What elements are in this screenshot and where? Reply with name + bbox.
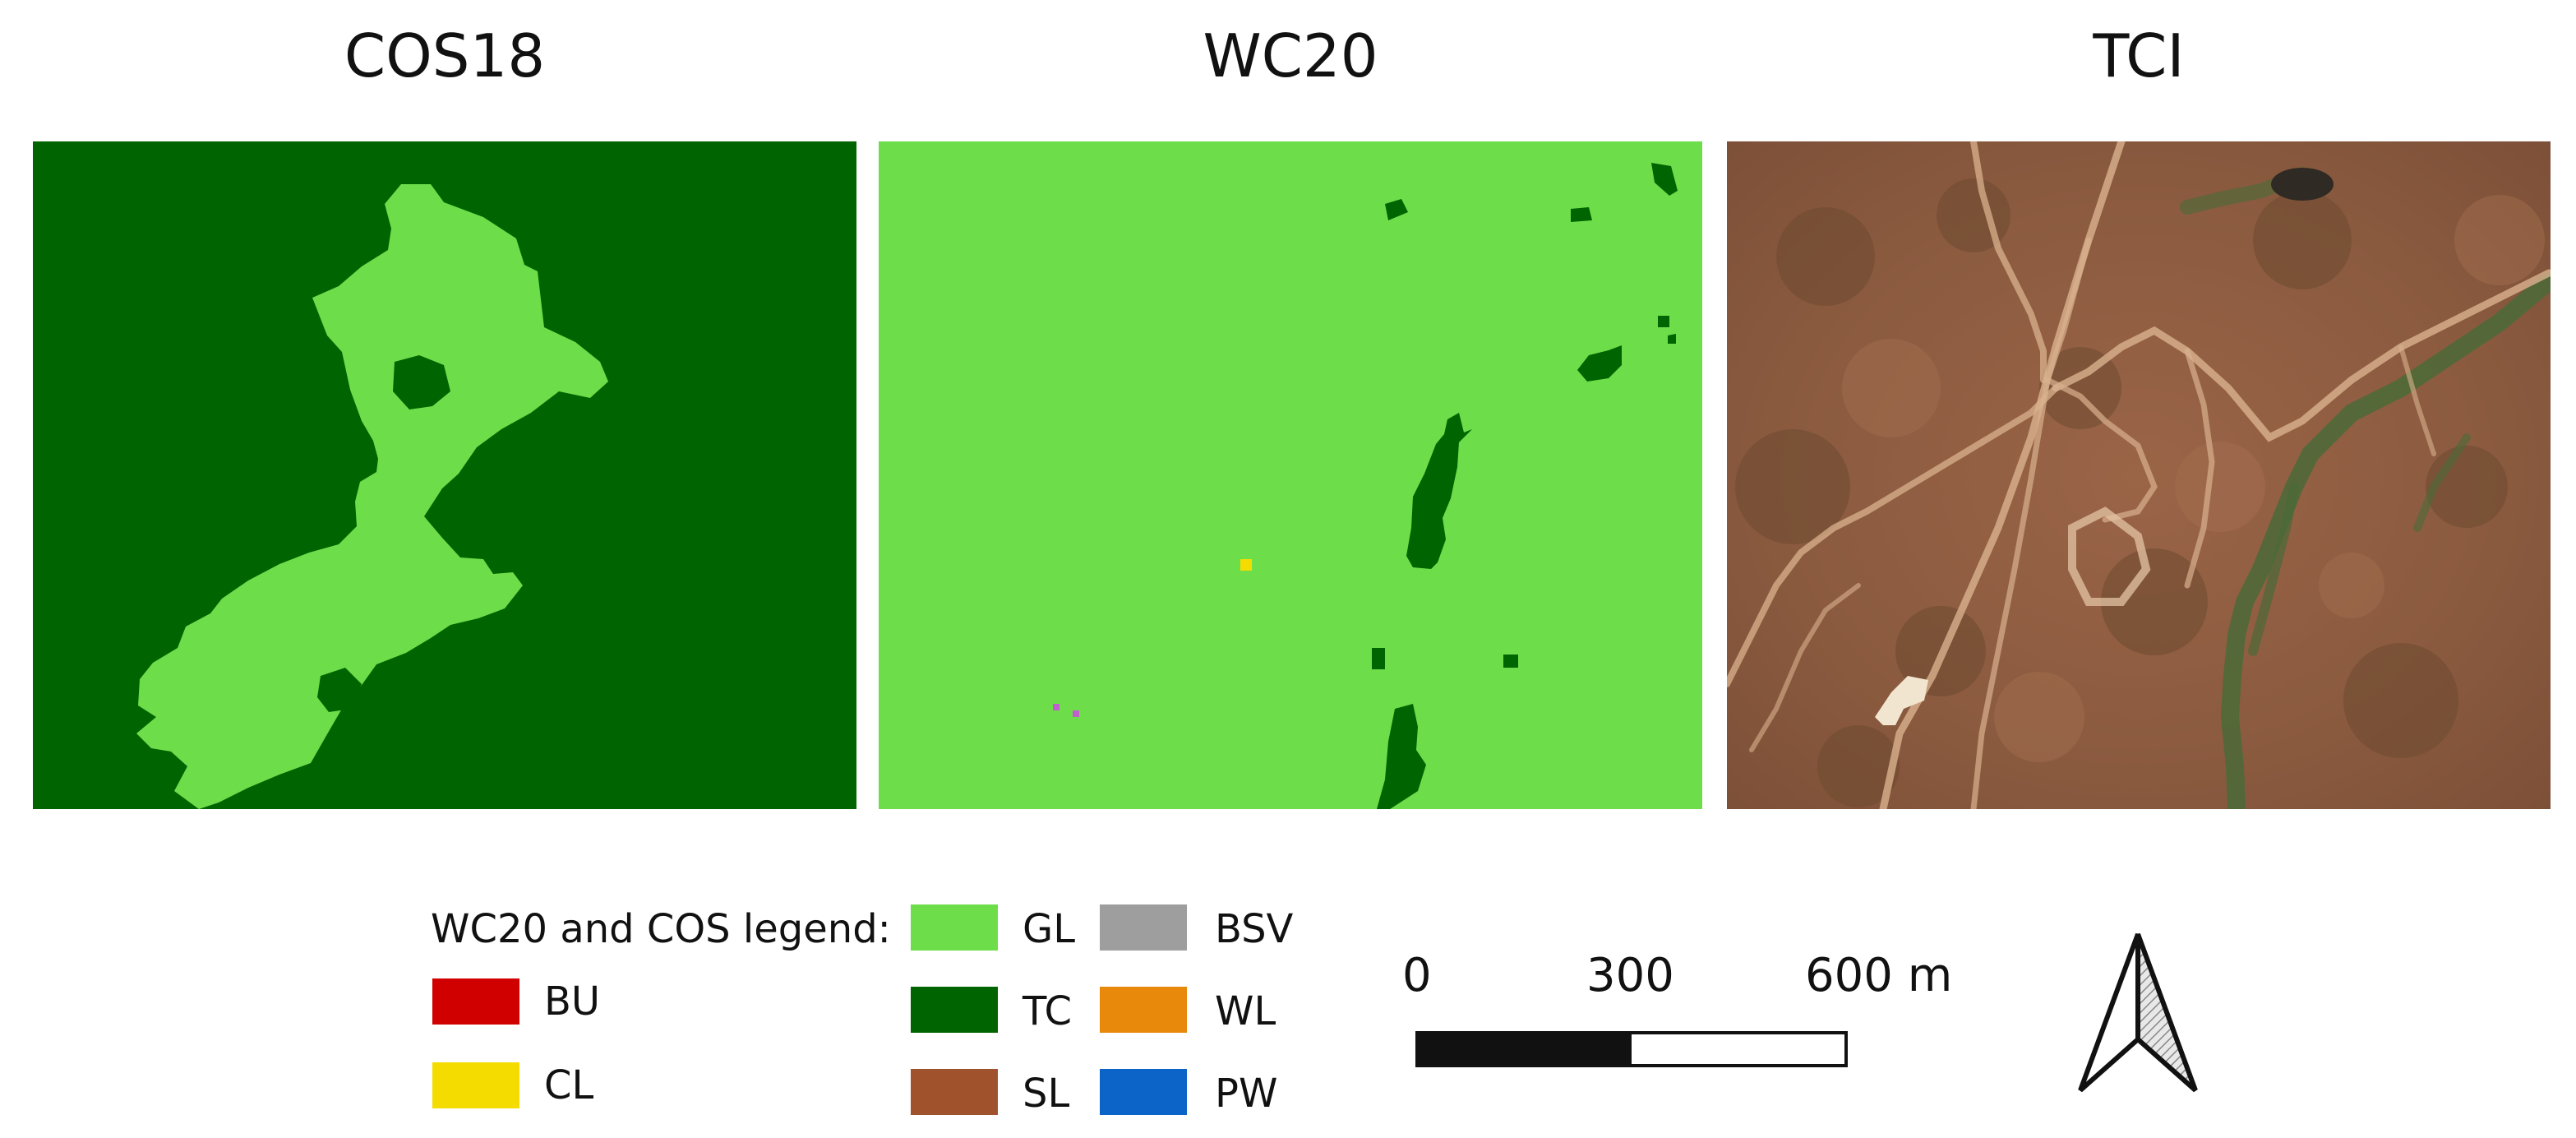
wc20-tree-cover-patches (1372, 163, 1678, 809)
cos18-grassland-patch (136, 184, 608, 809)
legend-swatch-cl (432, 1062, 519, 1108)
tci-tracks (1727, 141, 2551, 809)
tci-image (1727, 141, 2551, 809)
panel-title-wc20: WC20 (1203, 21, 1378, 90)
scale-bar-black-segment (1419, 1034, 1632, 1064)
panel-title-cos18: COS18 (344, 21, 546, 90)
cos18-map (33, 141, 856, 809)
legend-label-tc: TC (1023, 988, 1073, 1034)
legend-swatch-pw (1100, 1069, 1187, 1115)
legend-label-cl: CL (544, 1062, 594, 1108)
tci-clearing-outline (2068, 507, 2151, 606)
legend-label-bu: BU (544, 978, 601, 1025)
legend-label-wl: WL (1215, 988, 1276, 1034)
cos18-tree-inclusion (317, 668, 362, 712)
legend-label-gl: GL (1023, 906, 1075, 952)
wc20-other-class-pixel (1073, 710, 1079, 717)
wc20-grassland-area (879, 141, 1702, 809)
wc20-map (879, 141, 1702, 809)
legend-swatch-bu (432, 978, 519, 1025)
scale-tick-0: 0 (1402, 949, 1432, 1002)
tci-bright-patch (1875, 676, 1928, 725)
legend-label-pw: PW (1215, 1071, 1278, 1117)
cos18-tree-inclusion (393, 355, 450, 409)
legend-swatch-gl (911, 904, 998, 951)
legend-swatch-tc (911, 987, 998, 1033)
legend-heading: WC20 and COS legend: (431, 906, 891, 952)
legend-swatch-wl (1100, 987, 1187, 1033)
legend-swatch-sl (911, 1069, 998, 1115)
legend-swatch-bsv (1100, 904, 1187, 951)
scale-bar (1415, 1031, 1848, 1067)
wc20-cropland-pixel (1240, 559, 1252, 571)
legend-label-bsv: BSV (1215, 906, 1294, 952)
legend-label-sl: SL (1023, 1071, 1070, 1117)
scale-bar-white-segment (1632, 1034, 1844, 1064)
scale-tick-600: 600 m (1805, 949, 1953, 1002)
scale-tick-300: 300 (1586, 949, 1674, 1002)
panel-title-tci: TCI (2093, 21, 2185, 90)
tci-dark-patch (2271, 168, 2334, 201)
wc20-other-class-pixel (1053, 704, 1059, 710)
north-arrow-icon (2068, 926, 2208, 1099)
